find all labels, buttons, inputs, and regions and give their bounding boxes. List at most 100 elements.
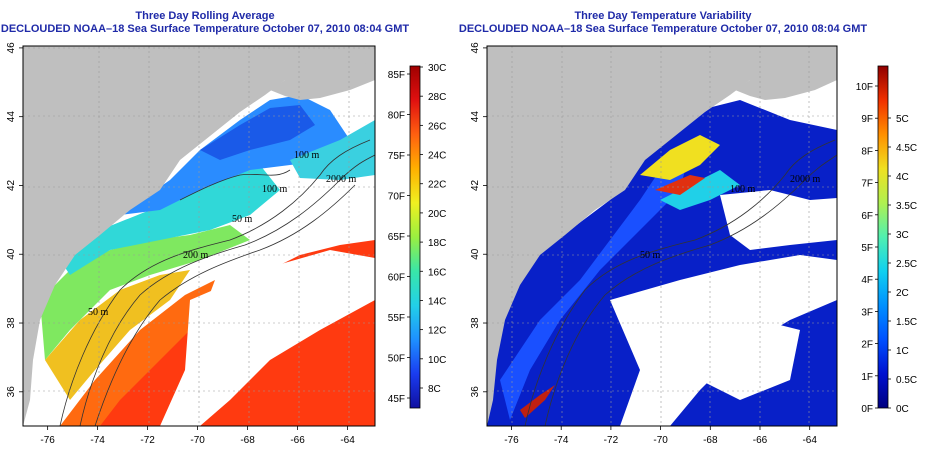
x-tick: -76 [40,426,55,446]
right-map: 100 m 2000 m 50 m -76 -74 -72 -70 -68 -66 -64 … [470,42,838,446]
y-tick: 40 [6,248,23,260]
x-tick-label: -66 [753,435,768,446]
right-panel-title: Three Day Temperature Variability DECLOU… [458,10,868,36]
colorbar-fahrenheit-label: 50F [388,354,405,365]
colorbar-celsius-label: 3C [896,230,909,241]
colorbar-celsius-label: 20C [428,209,446,220]
x-tick: -68 [240,426,255,446]
right-high-variability-red [655,175,705,195]
left-colorbar-celsius: 30C 28C 26C 24C 22C 20C 18C 16C 14C 12C 10C 8C [420,63,446,395]
y-tick-label: 42 [470,179,481,191]
x-tick: -74 [90,426,105,446]
left-nova-scotia [270,60,375,100]
left-warm-water-orange [60,280,215,426]
colorbar-fahrenheit-label: 3F [861,307,873,318]
right-map-frame [486,45,838,427]
left-contour-label-6: 50 m [88,307,109,318]
x-tick-label: -64 [802,435,817,446]
colorbar-celsius-label: 4.5C [896,143,917,154]
left-colorbar-fahrenheit: 85F 80F 75F 70F 65F 60F 55F 50F 45F [388,70,410,405]
colorbar-celsius-label: 26C [428,121,446,132]
colorbar-celsius-label: 16C [428,267,446,278]
right-cloud-gap-2 [720,190,837,250]
left-map: 100 m 100 m 2000 m 50 m 200 m 50 m -76 -7… [6,42,376,446]
left-shelf-cyan [60,165,280,275]
colorbar-fahrenheit-label: 1F [861,372,873,383]
right-cloud-gap-3 [700,320,800,400]
right-x-axis: -76 -74 -72 -70 -68 -66 -64 [504,426,817,446]
left-gulf-of-maine-deep [200,105,315,160]
colorbar-celsius-label: 1.5C [896,317,917,328]
colorbar-fahrenheit-label: 45F [388,394,405,405]
colorbar-fahrenheit-label: 5F [861,243,873,254]
left-colorbar-bar [409,65,421,409]
colorbar-fahrenheit-label: 65F [388,232,405,243]
x-tick: -74 [554,426,569,446]
y-tick: 40 [470,248,487,260]
colorbar-fahrenheit-label: 2F [861,340,873,351]
y-tick-label: 46 [470,42,481,54]
y-tick-label: 44 [6,111,17,123]
x-tick: -70 [190,426,205,446]
y-tick-label: 38 [470,317,481,329]
colorbar-fahrenheit-label: 9F [861,114,873,125]
x-tick-label: -68 [240,435,255,446]
left-map-frame [22,45,376,427]
right-grid [487,46,837,426]
left-subtitle: DECLOUDED NOAA–18 Sea Surface Temperatur… [0,23,410,35]
colorbar-celsius-label: 2C [896,288,909,299]
right-low-variability-blue [500,150,690,420]
x-tick-label: -70 [190,435,205,446]
x-tick: -68 [703,426,718,446]
x-tick-label: -76 [40,435,55,446]
left-title: Three Day Rolling Average [135,10,275,22]
y-tick-label: 36 [6,386,17,398]
colorbar-celsius-label: 22C [428,180,446,191]
y-tick: 42 [6,179,23,191]
left-colorbar: 85F 80F 75F 70F 65F 60F 55F 50F 45F 30C 28C 26C 24C… [388,63,446,409]
x-tick-label: -74 [90,435,105,446]
left-land [23,46,375,426]
colorbar-fahrenheit-label: 6F [861,211,873,222]
x-tick: -66 [290,426,305,446]
y-tick-label: 38 [6,317,17,329]
right-high-variability-yellow [640,135,720,180]
right-colorbar-fahrenheit: 10F 9F 8F 7F 6F 5F 4F 3F 2F 1F 0F [856,82,878,415]
right-land [487,46,837,426]
colorbar-celsius-label: 28C [428,92,446,103]
colorbar-fahrenheit-label: 60F [388,273,405,284]
colorbar-fahrenheit-label: 4F [861,275,873,286]
right-contour-labels: 100 m 2000 m 50 m [640,174,821,261]
y-tick-label: 46 [6,42,17,54]
x-tick-label: -70 [653,435,668,446]
colorbar-celsius-label: 5C [896,114,909,125]
x-tick-label: -72 [604,435,619,446]
x-tick: -76 [504,426,519,446]
y-tick-label: 42 [6,179,17,191]
y-tick: 36 [470,386,487,397]
y-tick: 38 [470,317,487,329]
colorbar-celsius-label: 12C [428,326,446,337]
colorbar-fahrenheit-label: 7F [861,179,873,190]
colorbar-celsius-label: 24C [428,151,446,162]
colorbar-fahrenheit-label: 0F [861,404,873,415]
right-contour-label-2: 2000 m [790,174,821,185]
right-subtitle: DECLOUDED NOAA–18 Sea Surface Temperatur… [458,23,868,35]
left-contour-label-1: 100 m [294,150,320,161]
x-tick: -72 [604,426,619,446]
colorbar-fahrenheit-label: 55F [388,313,405,324]
colorbar-celsius-label: 10C [428,355,446,366]
left-y-axis: 36 38 40 42 44 46 [6,42,23,397]
colorbar-celsius-label: 4C [896,172,909,183]
colorbar-fahrenheit-label: 80F [388,111,405,122]
y-tick: 46 [6,42,23,54]
y-tick-label: 44 [470,111,481,123]
x-tick-label: -74 [554,435,569,446]
left-bathymetry-contours [59,139,375,426]
left-north-cyan [290,120,375,180]
colorbar-celsius-label: 0.5C [896,375,917,386]
colorbar-celsius-label: 3.5C [896,201,917,212]
colorbar-celsius-label: 1C [896,346,909,357]
x-tick: -66 [753,426,768,446]
